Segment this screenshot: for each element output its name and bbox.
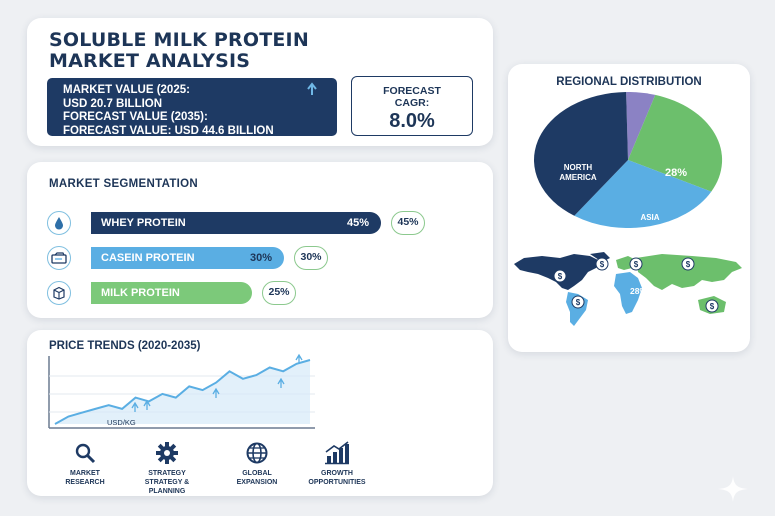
svg-text:$: $ (558, 272, 563, 281)
strategy-line-2: STRATEGY & PLANNING (144, 479, 190, 495)
box-icon (47, 281, 71, 305)
price-trends-card: PRICE TRENDS (2020-2035) USD/KG MARKET R… (27, 330, 493, 496)
globe-icon (217, 440, 297, 466)
price-trends-title: PRICE TRENDS (2020-2035) (49, 340, 201, 352)
sparkle-icon (718, 476, 748, 502)
strategy-market-research: MARKET RESEARCH (45, 440, 125, 487)
segmentation-title: MARKET SEGMENTATION (49, 178, 199, 190)
strategy-line-2: OPPORTUNITIES (308, 479, 366, 486)
segment-pct: 45% (346, 217, 369, 229)
title-line-2: MARKET ANALYSIS (49, 50, 251, 72)
dollar-pin-icon: $ (553, 269, 567, 283)
strategy-line-1: GLOBAL (242, 470, 272, 477)
slice-north-america (533, 92, 628, 216)
forecast-value-line-2: FORECAST VALUE: USD 44.6 BILLION (63, 124, 274, 137)
svg-text:$: $ (686, 260, 691, 269)
slice-europe (628, 94, 723, 192)
strategy-line-1: GROWTH (321, 470, 353, 477)
segment-bar-concentrate: MILK PROTEIN CONCETRATE (91, 282, 252, 321)
page-title: SOLUBLE MILK PROTEIN MARKET ANALYSIS (49, 30, 309, 72)
map-africa (614, 272, 642, 314)
slice-label-north-america-2: AMERICA (559, 173, 597, 182)
gear-icon (127, 440, 207, 466)
strategy-growth-opportunities: GROWTH OPPORTUNITIES (297, 440, 377, 487)
strategy-line-1: MARKET (70, 470, 100, 477)
up-arrow-markers (131, 353, 303, 412)
map-value-label: 28% (630, 286, 647, 296)
segment-bar-casein: CASEIN PROTEIN 30% (91, 247, 284, 269)
forecast-cagr-box: FORECAST CAGR: 8.0% (351, 76, 473, 136)
slice-label-asia-pacific-2: PACIFIC (626, 227, 658, 236)
svg-text:$: $ (576, 298, 581, 307)
arrow-up-icon (131, 401, 139, 412)
map-asia (636, 254, 742, 290)
bar-chart-growth-icon (297, 440, 377, 466)
regional-distribution-card: REGIONAL DISTRIBUTION NORTH AMERICA 28% … (508, 64, 750, 352)
dollar-pin-icon: $ (595, 257, 609, 271)
milk-carton-icon (47, 246, 71, 270)
segment-label: CASEIN PROTEIN (101, 252, 195, 264)
slice-label-asia-pacific-1: ASIA (640, 213, 659, 222)
market-value-line-2: USD 20.7 BILLION (63, 97, 163, 110)
slice-other (626, 92, 656, 160)
dollar-pin-icon: $ (629, 257, 643, 271)
forecast-value-line-1: FORECAST VALUE (2035): (63, 111, 208, 123)
regional-pie-chart: NORTH AMERICA 28% ASIA (533, 92, 723, 228)
cagr-label: CAGR: (394, 97, 430, 109)
cagr-value: 8.0% (389, 110, 435, 132)
dollar-pin-icon: $ (681, 257, 695, 271)
magnifier-icon (45, 440, 125, 466)
svg-text:$: $ (634, 260, 639, 269)
arrow-up-icon (277, 377, 285, 388)
forecast-label: FORECAST (383, 85, 441, 97)
segment-bar-whey: WHEY PROTEIN 45% (91, 212, 381, 234)
arrow-up-icon (212, 387, 220, 398)
water-drop-icon (47, 211, 71, 235)
strategy-line-1: STRATEGY (148, 470, 186, 477)
market-value-box: MARKET VALUE (2025: USD 20.7 BILLION FOR… (47, 78, 337, 137)
strategy-global-expansion: GLOBAL EXPANSION (217, 440, 297, 487)
svg-text:$: $ (600, 260, 605, 269)
strategy-line-2: RESEARCH (65, 479, 105, 486)
asia-pacific-label-line2: PACIFIC (626, 227, 658, 236)
arrow-up-icon (295, 353, 303, 364)
world-map: 28% $ $ $ $ $ $ (514, 252, 742, 326)
segment-label: MILK PROTEIN CONCETRATE (101, 287, 180, 321)
slice-value-28: 28% (665, 167, 687, 179)
segment-label: WHEY PROTEIN (101, 217, 186, 229)
segmentation-card: MARKET SEGMENTATION WHEY PROTEIN 45% 45%… (27, 162, 493, 321)
title-line-1: SOLUBLE MILK PROTEIN (49, 29, 309, 51)
slice-asia-pacific (574, 160, 712, 228)
strategy-planning: STRATEGY STRATEGY & PLANNING (127, 440, 207, 496)
unit-label: USD/KG (107, 418, 136, 427)
segment-badge: 25% (262, 281, 296, 305)
dollar-pin-icon: $ (571, 295, 585, 309)
svg-text:$: $ (710, 302, 715, 311)
segment-pct: 30% (249, 252, 272, 264)
arrow-up-icon (305, 82, 319, 99)
market-value-line-1: MARKET VALUE (2025: (63, 84, 190, 96)
price-line (54, 359, 311, 425)
strategy-line-2: EXPANSION (236, 479, 278, 486)
slice-label-north-america-1: NORTH (564, 163, 593, 172)
arrow-up-icon (143, 399, 151, 410)
segment-badge: 45% (391, 211, 425, 235)
dollar-pin-icon: $ (705, 299, 719, 313)
regional-title: REGIONAL DISTRIBUTION (556, 76, 702, 88)
segment-badge: 30% (294, 246, 328, 270)
price-trend-chart: USD/KG (48, 353, 315, 429)
title-card: SOLUBLE MILK PROTEIN MARKET ANALYSIS MAR… (27, 18, 493, 146)
